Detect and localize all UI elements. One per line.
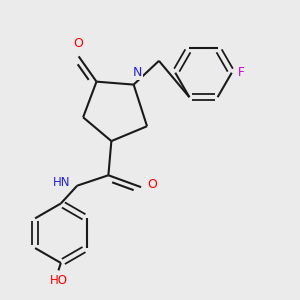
Text: N: N: [133, 66, 142, 79]
Text: HN: HN: [53, 176, 70, 189]
Text: HO: HO: [50, 274, 68, 287]
Text: O: O: [148, 178, 158, 191]
Text: F: F: [238, 66, 245, 79]
Text: O: O: [74, 37, 84, 50]
Text: N: N: [133, 66, 142, 79]
Text: O: O: [148, 178, 158, 191]
Text: O: O: [74, 37, 84, 50]
